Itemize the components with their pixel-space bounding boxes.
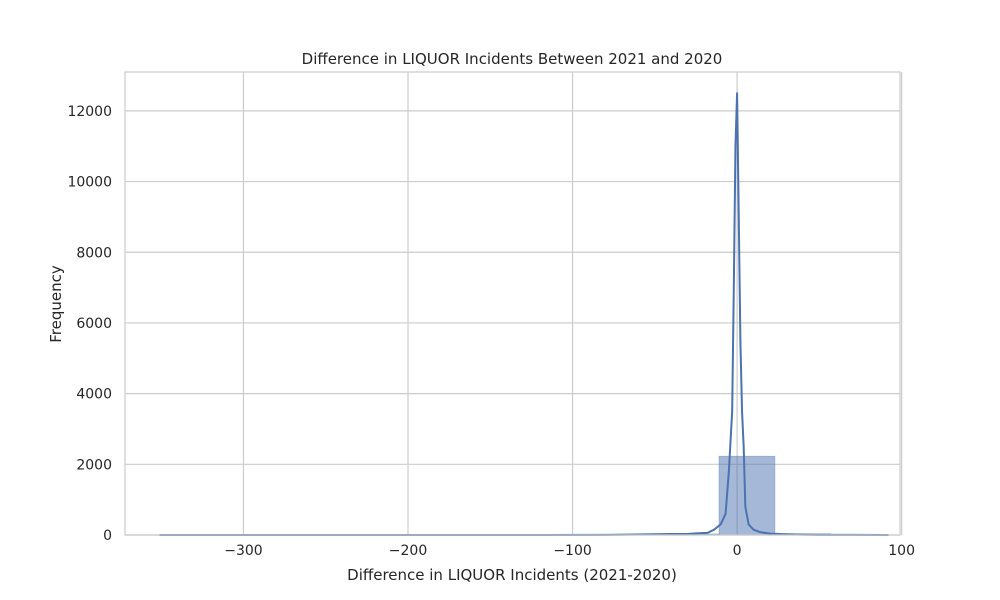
- y-axis-label: Frequency: [47, 265, 65, 343]
- x-axis-label: Difference in LIQUOR Incidents (2021-202…: [347, 566, 677, 584]
- x-tick-label: 100: [888, 543, 915, 559]
- y-tick-label: 2000: [76, 457, 112, 473]
- grid-lines: [125, 72, 903, 536]
- histogram-bars: [159, 455, 888, 536]
- chart-title: Difference in LIQUOR Incidents Between 2…: [302, 50, 723, 68]
- y-tick-labels: 0 2000 4000 6000 8000 10000 12000: [67, 104, 112, 544]
- y-tick-label: 4000: [76, 387, 112, 403]
- y-tick-label: 10000: [67, 175, 112, 191]
- x-tick-label: −200: [389, 543, 427, 559]
- y-tick-label: 8000: [76, 245, 112, 261]
- plot-frame: [124, 71, 901, 536]
- y-tick-label: 0: [103, 528, 112, 544]
- kde-curve: [159, 92, 889, 536]
- kde-line: [159, 92, 889, 536]
- y-tick-label: 6000: [76, 316, 112, 332]
- y-tick-label: 12000: [67, 104, 112, 120]
- x-tick-label: −300: [224, 543, 262, 559]
- x-tick-labels: −300 −200 −100 0 100: [224, 543, 915, 559]
- x-tick-label: −100: [553, 543, 591, 559]
- x-tick-label: 0: [733, 543, 742, 559]
